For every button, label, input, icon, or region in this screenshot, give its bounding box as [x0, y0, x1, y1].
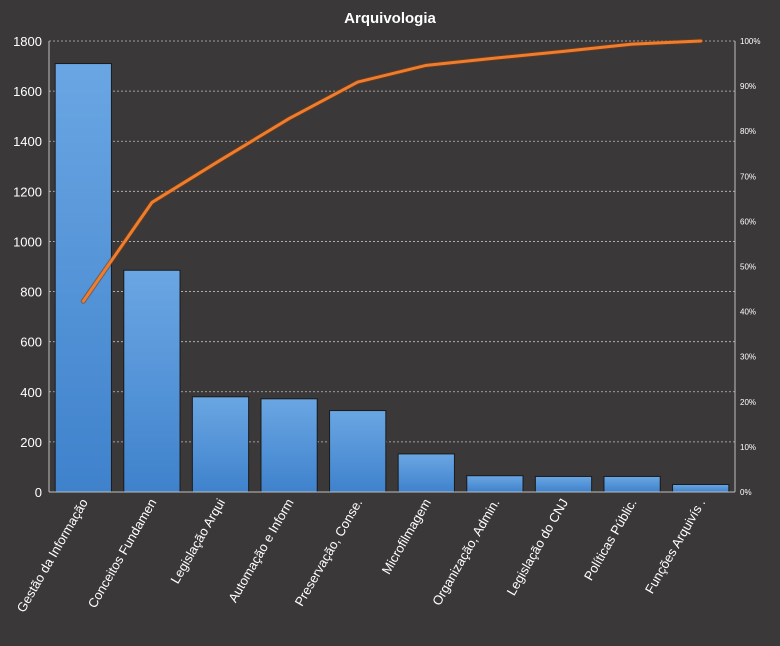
y2-tick-label: 50%	[740, 263, 756, 272]
bar	[603, 475, 661, 493]
y-tick-label: 1600	[13, 84, 42, 99]
bars	[54, 63, 730, 493]
y2-tick-label: 100%	[740, 37, 760, 46]
y-tick-label: 1000	[13, 234, 42, 249]
y2-tick-label: 10%	[740, 443, 756, 452]
cumulative-line-path	[81, 39, 703, 303]
bar	[397, 453, 455, 493]
bar	[534, 475, 593, 493]
bar	[54, 63, 112, 493]
bar	[191, 396, 250, 493]
y2-tick-label: 0%	[740, 488, 752, 497]
y2-tick-label: 40%	[740, 308, 756, 317]
y2-tick-label: 20%	[740, 398, 756, 407]
cumulative-line	[80, 38, 704, 304]
x-tick-label: Microfilmagem	[379, 496, 434, 577]
y2-tick-label: 70%	[740, 172, 756, 181]
x-tick-label: Políticas Públic.	[581, 496, 640, 583]
bar	[672, 483, 730, 493]
cumulative-line-shadow	[80, 38, 704, 304]
y2-tick-label: 60%	[740, 217, 756, 226]
y-tick-label: 1800	[13, 34, 42, 49]
y2-tick-label: 30%	[740, 353, 756, 362]
x-tick-label: Preservação, Conse.	[292, 496, 366, 609]
x-tick-label: Legislação do CNJ	[504, 496, 572, 598]
y2-tick-label: 80%	[740, 127, 756, 136]
y-tick-label: 0	[35, 485, 42, 500]
y-tick-label: 200	[20, 435, 42, 450]
x-tick-label: Conceitos Fundamen	[85, 496, 160, 611]
y2-tick-label: 90%	[740, 82, 756, 91]
bar	[123, 269, 181, 493]
x-tick-label: Automação e Inform	[225, 496, 297, 605]
y-tick-label: 800	[20, 285, 42, 300]
x-tick-label: Legislação Arqui	[167, 496, 228, 586]
x-tick-label: Organização, Admin.	[429, 496, 502, 608]
y-tick-label: 400	[20, 385, 42, 400]
bar	[466, 475, 524, 493]
bar	[260, 398, 318, 493]
chart-title: Arquivologia	[344, 10, 436, 27]
y-tick-label: 1200	[13, 184, 42, 199]
y-tick-label: 1400	[13, 134, 42, 149]
y-tick-label: 600	[20, 335, 42, 350]
x-tick-label: Funções Arquivís .	[642, 496, 708, 596]
x-tick-label: Gestão da Informação	[14, 496, 91, 615]
bar	[329, 410, 387, 493]
